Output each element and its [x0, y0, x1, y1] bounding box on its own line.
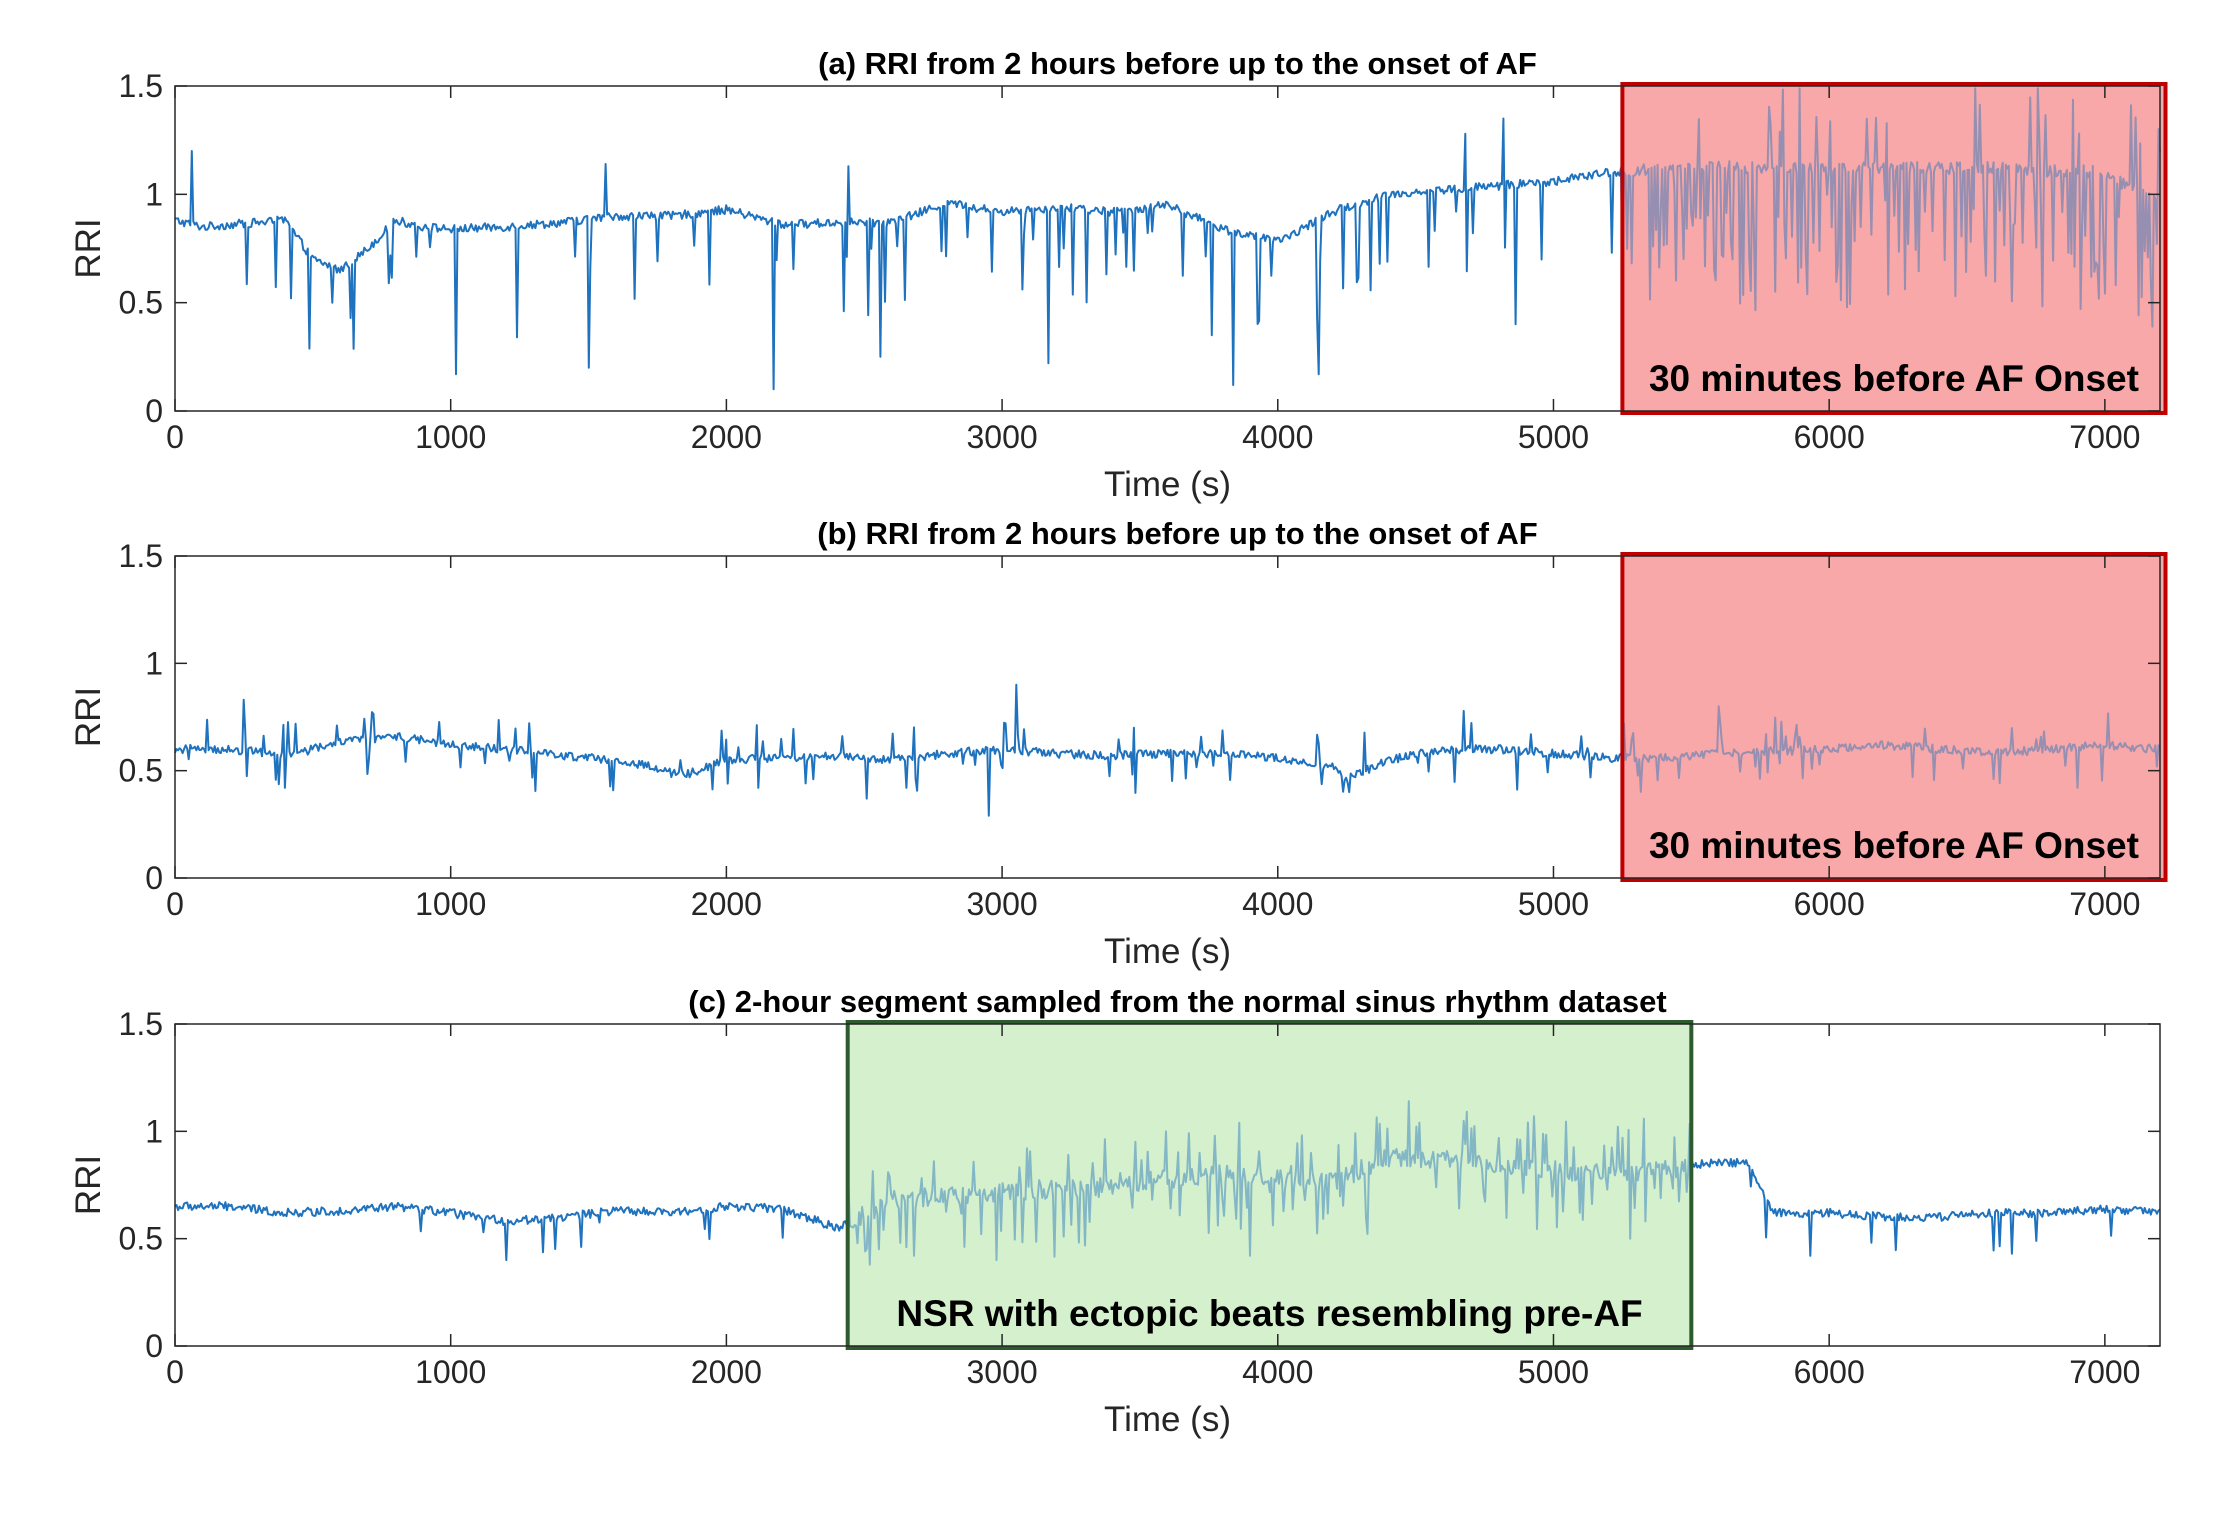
panel-c-xtick-label: 5000: [1518, 1354, 1589, 1390]
panel-b-ytick-label: 1: [145, 645, 163, 681]
panel-a-xtick-label: 5000: [1518, 419, 1589, 455]
panel-a-chart-title: (a) RRI from 2 hours before up to the on…: [818, 46, 1537, 81]
panel-c-y-axis-label: RRI: [69, 1155, 108, 1215]
panel-c-x-axis-label: Time (s): [1104, 1400, 1231, 1439]
panel-b-chart-title: (b) RRI from 2 hours before up to the on…: [817, 516, 1537, 551]
panel-b-ytick-label: 1.5: [119, 538, 163, 574]
panel-b-xtick-label: 4000: [1242, 886, 1313, 922]
panel-b-region-box: [1620, 552, 2168, 882]
panel-c-xtick-label: 6000: [1794, 1354, 1865, 1390]
panel-b-region-label: 30 minutes before AF Onset: [1649, 825, 2139, 866]
panel-a-x-axis-label: Time (s): [1104, 465, 1231, 504]
panel-b-xtick-label: 1000: [415, 886, 486, 922]
panel-c: NSR with ectopic beats resembling pre-AF…: [69, 984, 2161, 1439]
panel-b-xtick-label: 6000: [1794, 886, 1865, 922]
panel-b-x-axis-label: Time (s): [1104, 932, 1231, 971]
panel-a-xtick-label: 4000: [1242, 419, 1313, 455]
panel-b-axes-frame: [174, 555, 2161, 879]
panel-b-ytick-label: 0.5: [119, 753, 163, 789]
panel-c-xtick-label: 1000: [415, 1354, 486, 1390]
panel-a-xtick-label: 1000: [415, 419, 486, 455]
panel-a-ytick-label: 0: [145, 393, 163, 429]
panel-a-xtick-label: 6000: [1794, 419, 1865, 455]
panel-c-ytick-label: 1: [145, 1113, 163, 1149]
panel-b-xtick-label: 5000: [1518, 886, 1589, 922]
panel-b-xtick-label: 0: [166, 886, 184, 922]
panel-b: 30 minutes before AF Onset 0 1000 2000 3000 4…: [69, 516, 2168, 971]
panel-c-ytick-label: 0: [145, 1328, 163, 1364]
panel-c-chart-title: (c) 2-hour segment sampled from the norm…: [688, 984, 1666, 1019]
panel-c-ytick-label: 1.5: [119, 1006, 163, 1042]
panel-a-xtick-label: 3000: [966, 419, 1037, 455]
panel-a-ytick-label: 0.5: [119, 285, 163, 321]
panel-a-region-box: [1620, 82, 2168, 415]
panel-b-xtick-label: 2000: [691, 886, 762, 922]
panel-c-ytick-label: 0.5: [119, 1221, 163, 1257]
panel-b-xtick-label: 7000: [2069, 886, 2140, 922]
panel-a-axes-frame: [174, 85, 2161, 412]
panel-c-xtick-label: 7000: [2069, 1354, 2140, 1390]
panel-c-xtick-label: 2000: [691, 1354, 762, 1390]
panel-b-ytick-label: 0: [145, 860, 163, 896]
panel-c-region-box: [845, 1020, 1694, 1350]
panel-c-xtick-label: 4000: [1242, 1354, 1313, 1390]
panel-a: 30 minutes before AF Onset 0 1000 2000 3000 4…: [69, 46, 2168, 504]
panel-a-xtick-label: 7000: [2069, 419, 2140, 455]
panel-a-xtick-label: 2000: [691, 419, 762, 455]
panel-a-y-axis-label: RRI: [69, 218, 108, 278]
panel-a-ytick-label: 1: [145, 176, 163, 212]
panel-b-y-axis-label: RRI: [69, 687, 108, 747]
panel-a-region-label: 30 minutes before AF Onset: [1649, 358, 2139, 399]
panel-c-xtick-label: 3000: [966, 1354, 1037, 1390]
panel-c-region-label: NSR with ectopic beats resembling pre-AF: [896, 1293, 1642, 1334]
panel-b-xtick-label: 3000: [966, 886, 1037, 922]
panel-a-ytick-label: 1.5: [119, 68, 163, 104]
panel-c-axes-frame: [174, 1023, 2161, 1347]
panel-c-xtick-label: 0: [166, 1354, 184, 1390]
panel-a-xtick-label: 0: [166, 419, 184, 455]
